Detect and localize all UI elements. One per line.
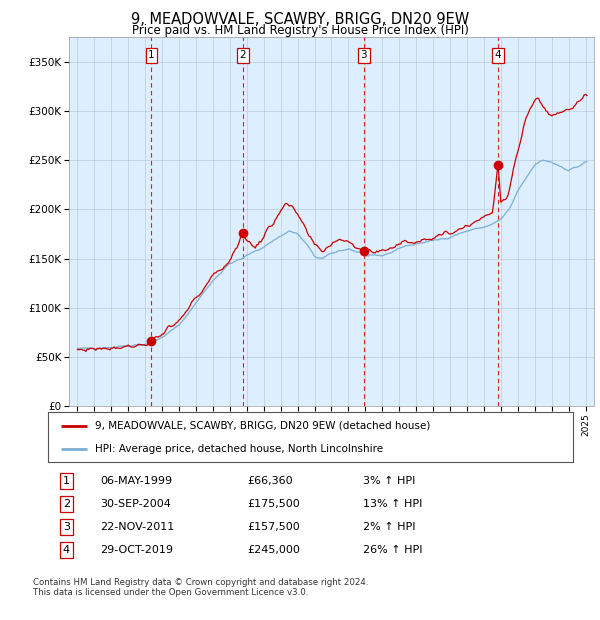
Text: 3: 3 <box>63 522 70 532</box>
Text: £66,360: £66,360 <box>248 476 293 485</box>
Text: 22-NOV-2011: 22-NOV-2011 <box>101 522 175 532</box>
Text: 30-SEP-2004: 30-SEP-2004 <box>101 498 172 509</box>
Text: Price paid vs. HM Land Registry's House Price Index (HPI): Price paid vs. HM Land Registry's House … <box>131 24 469 37</box>
Text: 06-MAY-1999: 06-MAY-1999 <box>101 476 173 485</box>
Text: 4: 4 <box>63 545 70 555</box>
Text: 2% ↑ HPI: 2% ↑ HPI <box>363 522 415 532</box>
Text: 29-OCT-2019: 29-OCT-2019 <box>101 545 173 555</box>
Text: 2: 2 <box>239 50 246 60</box>
Text: 1: 1 <box>63 476 70 485</box>
Text: 26% ↑ HPI: 26% ↑ HPI <box>363 545 422 555</box>
Text: This data is licensed under the Open Government Licence v3.0.: This data is licensed under the Open Gov… <box>33 588 308 597</box>
Text: 9, MEADOWVALE, SCAWBY, BRIGG, DN20 9EW (detached house): 9, MEADOWVALE, SCAWBY, BRIGG, DN20 9EW (… <box>95 421 431 431</box>
Text: 1: 1 <box>148 50 155 60</box>
Text: 13% ↑ HPI: 13% ↑ HPI <box>363 498 422 509</box>
Text: 3: 3 <box>361 50 367 60</box>
Text: 9, MEADOWVALE, SCAWBY, BRIGG, DN20 9EW: 9, MEADOWVALE, SCAWBY, BRIGG, DN20 9EW <box>131 12 469 27</box>
Text: 3% ↑ HPI: 3% ↑ HPI <box>363 476 415 485</box>
Text: 2: 2 <box>63 498 70 509</box>
Text: HPI: Average price, detached house, North Lincolnshire: HPI: Average price, detached house, Nort… <box>95 443 383 453</box>
Text: £175,500: £175,500 <box>248 498 300 509</box>
Text: 4: 4 <box>494 50 501 60</box>
Text: £157,500: £157,500 <box>248 522 300 532</box>
Text: Contains HM Land Registry data © Crown copyright and database right 2024.: Contains HM Land Registry data © Crown c… <box>33 578 368 587</box>
Text: £245,000: £245,000 <box>248 545 301 555</box>
